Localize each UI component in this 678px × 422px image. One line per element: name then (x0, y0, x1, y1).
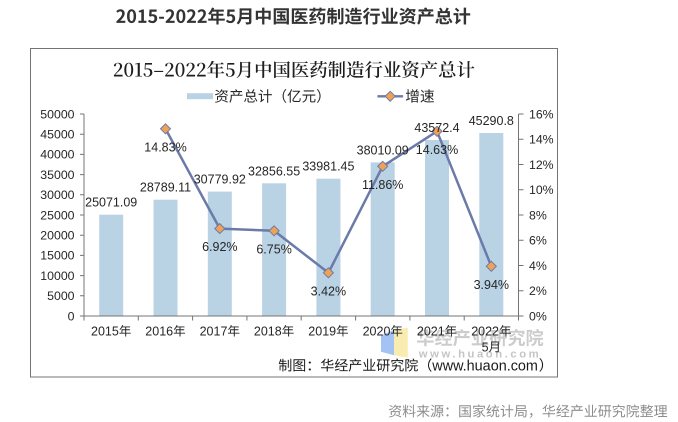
svg-text:33981.45: 33981.45 (302, 160, 354, 174)
svg-text:www.huaon.com: www.huaon.com (418, 348, 541, 360)
svg-text:38010.09: 38010.09 (357, 143, 409, 157)
svg-text:11.86%: 11.86% (362, 178, 403, 192)
svg-text:4%: 4% (529, 259, 547, 273)
svg-text:40000: 40000 (40, 148, 74, 162)
svg-text:2020: 2020 (363, 325, 391, 339)
svg-text:14%: 14% (529, 133, 554, 147)
svg-text:2015: 2015 (91, 325, 119, 339)
svg-text:8%: 8% (529, 208, 547, 222)
svg-text:2016: 2016 (145, 325, 173, 339)
svg-text:16%: 16% (529, 107, 554, 121)
svg-text:6.75%: 6.75% (256, 242, 291, 256)
svg-text:6.92%: 6.92% (202, 240, 237, 254)
svg-text:5: 5 (482, 340, 489, 354)
svg-text:10000: 10000 (40, 269, 74, 283)
svg-text:2018: 2018 (254, 325, 282, 339)
svg-text:25071.09: 25071.09 (85, 196, 137, 210)
svg-text:15000: 15000 (40, 249, 74, 263)
svg-text:2017: 2017 (200, 325, 228, 339)
svg-text:2021: 2021 (417, 325, 445, 339)
svg-text:14.63%: 14.63% (416, 143, 458, 157)
svg-text:32856.55: 32856.55 (248, 164, 300, 178)
svg-text:0: 0 (68, 309, 75, 323)
svg-text:35000: 35000 (40, 168, 74, 182)
svg-text:45000: 45000 (40, 128, 74, 142)
svg-text:5000: 5000 (47, 289, 75, 303)
svg-text:3.94%: 3.94% (474, 278, 509, 292)
svg-text:3.42%: 3.42% (311, 284, 346, 298)
svg-text:45290.8: 45290.8 (469, 114, 514, 128)
svg-text:2019: 2019 (308, 325, 336, 339)
svg-text:2%: 2% (529, 284, 547, 298)
svg-text:43572.4: 43572.4 (414, 121, 459, 135)
svg-text:30000: 30000 (40, 188, 74, 202)
svg-text:14.83%: 14.83% (144, 140, 186, 154)
svg-text:10%: 10% (529, 183, 554, 197)
svg-text:0%: 0% (529, 309, 547, 323)
svg-text:28789.11: 28789.11 (140, 181, 191, 195)
svg-text:25000: 25000 (40, 208, 74, 222)
svg-text:50000: 50000 (40, 107, 74, 121)
svg-text:2022: 2022 (471, 325, 499, 339)
svg-text:6%: 6% (529, 234, 547, 248)
svg-text:12%: 12% (529, 158, 554, 172)
svg-text:30779.92: 30779.92 (194, 173, 246, 187)
svg-text:20000: 20000 (40, 229, 74, 243)
svg-text:www.huaon.com: www.huaon.com (431, 358, 538, 374)
